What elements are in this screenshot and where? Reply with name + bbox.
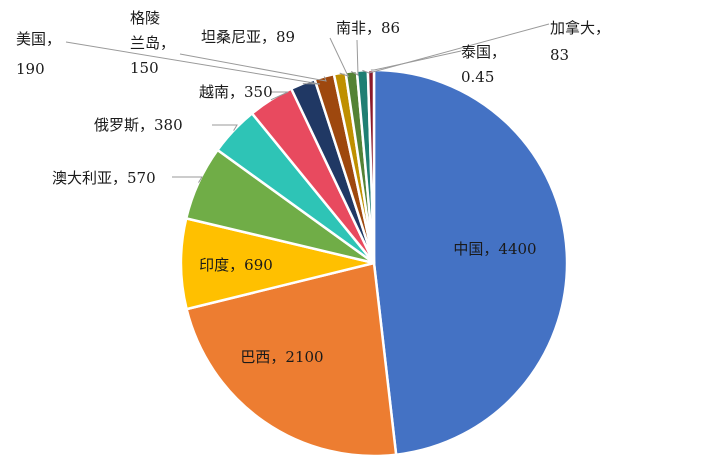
data-label-2: 巴西，2100: [240, 348, 323, 366]
data-label-6: 越南，350: [199, 83, 273, 101]
leader-line-9: [329, 37, 349, 77]
data-label-11: 加拿大， 83: [550, 19, 610, 64]
data-label-12: 泰国， 0.45: [461, 43, 506, 86]
data-label-7: 美国， 190: [16, 30, 61, 78]
leader-line-8: [179, 53, 327, 82]
leader-line-4: [172, 176, 203, 183]
pie-slice-1: [372, 68, 569, 456]
leader-lines: [65, 23, 550, 183]
leader-line-12: [370, 50, 462, 71]
pie-slices: [179, 68, 569, 458]
data-label-1: 中国，4400: [453, 240, 536, 258]
leader-line-5: [212, 124, 238, 131]
leader-line-6: [270, 91, 289, 101]
data-label-5: 俄罗斯，380: [94, 116, 183, 134]
leader-line-7: [65, 41, 321, 85]
data-labels: 中国，4400 巴西，2100 印度，690 澳大利亚，570 俄罗斯，380 越南，35…: [16, 9, 610, 366]
data-label-9: 坦桑尼亚，89: [201, 28, 295, 46]
leader-line-11: [362, 23, 550, 74]
pie-slice-2: [185, 261, 398, 458]
leader-line-10: [350, 39, 359, 76]
data-label-4: 澳大利亚，570: [52, 169, 156, 187]
data-label-8: 格陵兰岛， 150: [130, 9, 175, 77]
data-label-10: 南非，86: [336, 19, 400, 37]
data-label-3: 印度，690: [199, 256, 273, 274]
